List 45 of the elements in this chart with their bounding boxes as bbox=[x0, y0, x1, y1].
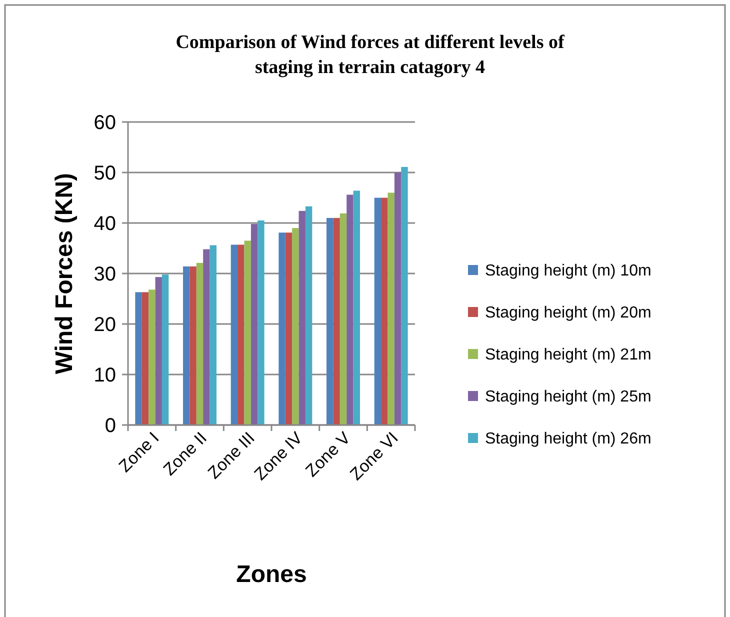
y-tick-label: 30 bbox=[94, 264, 116, 286]
bar bbox=[258, 220, 264, 425]
bar bbox=[244, 240, 251, 425]
bar bbox=[190, 266, 196, 425]
bar bbox=[298, 210, 306, 425]
y-tick-label: 0 bbox=[104, 415, 116, 437]
y-tick-label: 10 bbox=[94, 364, 116, 386]
bar bbox=[285, 232, 292, 425]
legend-label: Staging height (m) 20m bbox=[485, 304, 652, 322]
bar bbox=[292, 228, 299, 425]
bar bbox=[142, 292, 149, 425]
bar bbox=[230, 244, 238, 425]
bar bbox=[183, 266, 190, 425]
bar bbox=[135, 292, 142, 425]
legend-label: Staging height (m) 10m bbox=[485, 262, 652, 280]
bar bbox=[148, 290, 156, 425]
y-tick-label: 40 bbox=[94, 213, 116, 235]
legend-label: Staging height (m) 21m bbox=[485, 346, 652, 364]
bar bbox=[238, 244, 244, 425]
y-axis-title: Wind Forces (KN) bbox=[51, 172, 78, 374]
bar bbox=[203, 249, 210, 425]
bar bbox=[381, 198, 388, 425]
y-tick-label: 60 bbox=[94, 112, 116, 134]
bar bbox=[388, 192, 394, 425]
bar bbox=[401, 166, 408, 425]
y-tick-label: 20 bbox=[94, 314, 116, 336]
bar bbox=[394, 172, 402, 425]
bar bbox=[374, 198, 382, 425]
bar bbox=[250, 224, 258, 425]
bar bbox=[155, 277, 162, 425]
bar bbox=[162, 274, 169, 425]
bar bbox=[353, 190, 360, 425]
bar bbox=[326, 218, 334, 425]
bar bbox=[210, 245, 216, 425]
bar bbox=[305, 206, 312, 425]
x-axis-title: Zones bbox=[236, 561, 307, 588]
y-tick-label: 50 bbox=[94, 162, 116, 184]
bar bbox=[278, 232, 286, 425]
bar bbox=[333, 218, 340, 425]
bar bbox=[196, 262, 204, 425]
chart-title: Comparison of Wind forces at different levels of staging in terrain catagory 4 bbox=[176, 32, 565, 78]
legend-label: Staging height (m) 25m bbox=[485, 388, 652, 406]
bar bbox=[340, 213, 347, 425]
legend-label: Staging height (m) 26m bbox=[485, 430, 652, 448]
bar bbox=[346, 194, 354, 425]
